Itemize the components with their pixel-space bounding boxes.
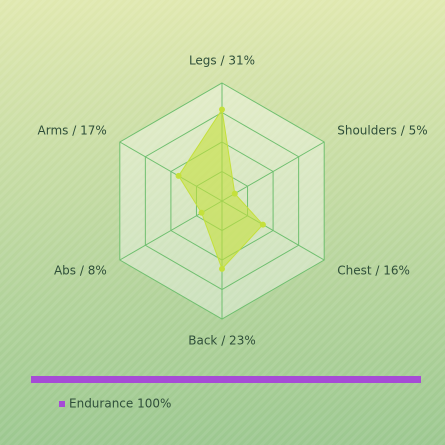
spoke (221, 141, 325, 202)
legend-label: Endurance 100% (69, 397, 171, 411)
data-point (175, 172, 182, 179)
data-point (219, 106, 225, 113)
data-point (231, 190, 238, 197)
axis-label: Chest / 16% (337, 264, 410, 278)
legend-swatch (59, 401, 65, 407)
axis-label: Arms / 17% (38, 124, 107, 138)
data-point (219, 265, 225, 272)
data-point (198, 209, 205, 216)
axis-label: Legs / 31% (189, 54, 255, 68)
axis-label: Shoulders / 5% (337, 124, 427, 138)
data-point (259, 221, 266, 228)
axis-label: Back / 23% (188, 334, 255, 348)
bar-strip (31, 376, 421, 383)
axis-label: Abs / 8% (54, 264, 107, 278)
